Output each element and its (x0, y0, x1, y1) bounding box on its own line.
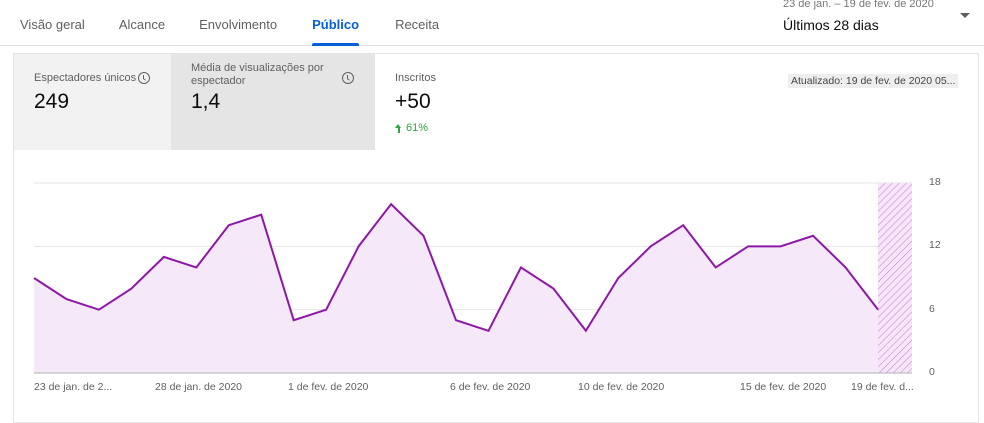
delta-badge: 61% (395, 122, 428, 134)
metric-value: +50 (395, 90, 431, 113)
tab-reach[interactable]: Alcance (118, 17, 166, 32)
metric-value: 1,4 (191, 90, 221, 113)
tab-audience[interactable]: Público (312, 0, 359, 46)
date-range-dropdown[interactable]: 23 de jan. – 19 de fev. de 2020 Últimos … (783, 0, 984, 46)
tab-overview[interactable]: Visão geral (20, 17, 85, 32)
date-range-label: Últimos 28 dias (783, 17, 879, 33)
metrics-card: Espectadores únicos 249 Média de visuali… (13, 53, 979, 423)
metric-label: Média de visualizações por espectador (191, 62, 324, 87)
tab-revenue[interactable]: Receita (395, 17, 440, 32)
date-range-text: 23 de jan. – 19 de fev. de 2020 (783, 0, 934, 10)
updated-timestamp: Atualizado: 19 de fev. de 2020 05... (788, 74, 959, 88)
top-bar: Visão geral Alcance Envolvimento Público… (0, 0, 984, 46)
metric-value: 249 (34, 90, 70, 113)
metric-label: Espectadores únicos (34, 72, 137, 84)
clock-icon (138, 72, 150, 84)
delta-value: 61% (406, 122, 429, 134)
analytics-tabs: Visão geral Alcance Envolvimento Público… (0, 0, 439, 46)
tab-engagement[interactable]: Envolvimento (199, 17, 278, 32)
metric-subscribers[interactable]: Inscritos +50 61% (375, 54, 575, 150)
metric-label: Inscritos (395, 72, 436, 84)
arrow-up-icon (395, 123, 402, 133)
clock-icon (342, 72, 354, 84)
metric-avg-views-per-viewer[interactable]: Média de visualizações por espectador 1,… (171, 54, 375, 150)
metric-unique-viewers[interactable]: Espectadores únicos 249 (14, 54, 171, 150)
caret-down-icon (960, 13, 970, 18)
